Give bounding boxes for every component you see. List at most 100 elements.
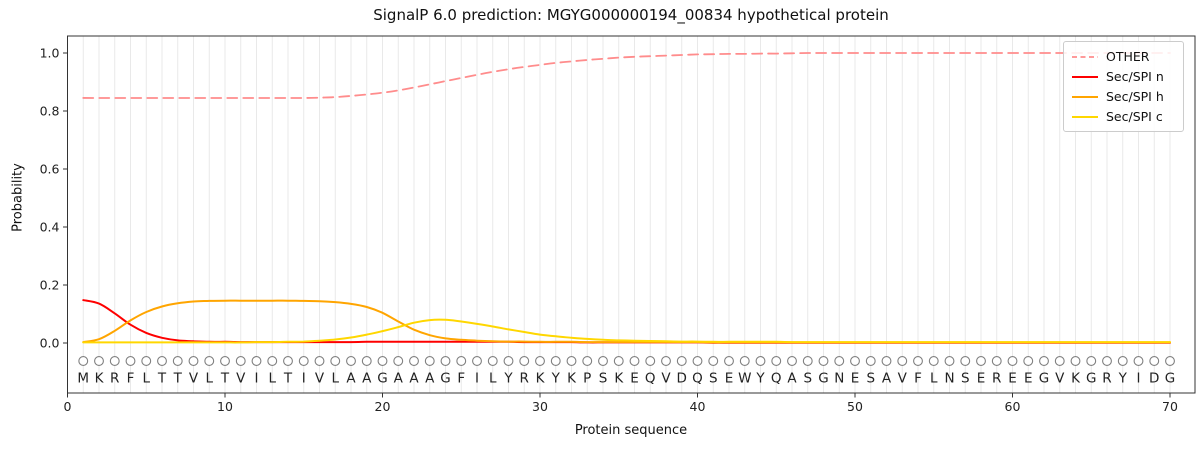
residue-marker [188,356,199,366]
residue-letter: I [475,371,479,387]
residue-marker [708,356,719,366]
residue-letter: A [882,371,892,387]
residue-marker [251,356,262,366]
residue-marker [235,356,246,366]
residue-marker [629,356,640,366]
residue-marker [960,356,971,366]
residue-marker [1023,356,1034,366]
residue-letter: V [661,371,671,387]
legend-line-icon [1072,96,1098,98]
axis-ticks: 0 10 20 30 40 50 60 70 0.0 0.2 0.4 0.6 0.8 1.0 [40,46,1178,415]
y-axis-label: Probability [10,163,26,232]
residue-letter: L [489,371,497,387]
residue-letter: G [1165,371,1175,387]
chart-title: SignalP 6.0 prediction: MGYG000000194_00… [373,6,889,24]
residue-letter: S [709,371,718,387]
residue-marker [487,356,498,366]
y-tick-label: 0.6 [40,162,60,177]
residue-marker [125,356,136,366]
series-sec-spi-c [82,318,1171,344]
residue-letter: F [914,371,922,387]
residue-marker [346,356,356,366]
residue-marker [865,356,876,366]
residue-marker [220,356,230,366]
residue-marker [456,356,467,366]
residue-letter: L [205,371,213,387]
residue-marker [881,356,892,366]
legend-line-icon [1072,116,1098,118]
y-tick-label: 0.8 [40,104,60,119]
residue-marker [645,356,656,366]
residue-marker [661,356,671,366]
residue-letter: I [302,371,306,387]
residue-letter: Q [771,371,782,387]
residue-marker [141,356,152,366]
legend-label: Sec/SPI c [1106,109,1163,124]
residue-letter: Q [692,371,703,387]
residue-letter: R [520,371,529,387]
legend-label: OTHER [1106,49,1150,64]
residue-marker [850,356,860,366]
residue-marker [1149,356,1160,366]
residue-marker [472,356,482,366]
residue-marker [566,356,577,366]
residue-letter: Y [503,371,513,387]
residue-letter: L [142,371,150,387]
residue-marker [204,356,215,366]
residue-marker [361,356,372,366]
plot-border [67,35,1196,394]
residue-letter: L [268,371,276,387]
residue-marker [393,356,404,366]
residue-letter: A [425,371,435,387]
residue-marker [503,356,514,366]
legend-entry-other: OTHER [1064,47,1183,67]
y-tick-label: 0.4 [40,220,60,235]
x-axis-label: Protein sequence [574,423,688,438]
residue-marker [377,356,388,366]
residue-letter: K [536,371,546,387]
residue-marker [724,356,734,366]
residue-marker [94,356,104,366]
residue-marker [267,356,278,366]
residue-letter: Y [551,371,561,387]
residue-letter: F [457,371,465,387]
residue-letter: I [1137,371,1141,387]
legend-label: Sec/SPI h [1106,89,1164,104]
residue-marker [157,356,167,366]
residue-letter: L [930,371,938,387]
residue-marker [298,356,309,366]
residue-letter: T [220,371,230,387]
x-tick-label: 30 [532,399,548,414]
residue-marker [78,356,89,366]
residue-letter: A [362,371,372,387]
y-tick-label: 1.0 [40,46,60,61]
residue-marker [424,356,435,366]
residue-letter: I [255,371,259,387]
residue-marker [818,356,829,366]
residue-letter: G [440,371,450,387]
series-sec-spi-h [82,299,1171,344]
legend-entry-sec-spi-n: Sec/SPI n [1064,67,1183,87]
x-tick-label: 70 [1162,399,1178,414]
x-tick-label: 60 [1005,399,1021,414]
residue-letter: E [725,371,734,387]
residue-letter: A [787,371,797,387]
residue-letter: M [77,371,89,387]
x-tick-label: 40 [690,399,706,414]
residue-letter: P [583,371,591,387]
residue-letter: S [803,371,812,387]
series-sec-spi-n [82,299,1171,344]
residue-marker [1086,356,1097,366]
residue-marker [897,356,908,366]
residue-letter: V [236,371,246,387]
residue-marker [1039,356,1049,366]
x-tick-label: 20 [375,399,391,414]
residue-letter: S [961,371,970,387]
residue-letter: K [614,371,624,387]
residue-marker [787,356,797,366]
residue-letter: A [409,371,419,387]
residue-marker [928,356,939,366]
residue-letter: T [157,371,167,387]
